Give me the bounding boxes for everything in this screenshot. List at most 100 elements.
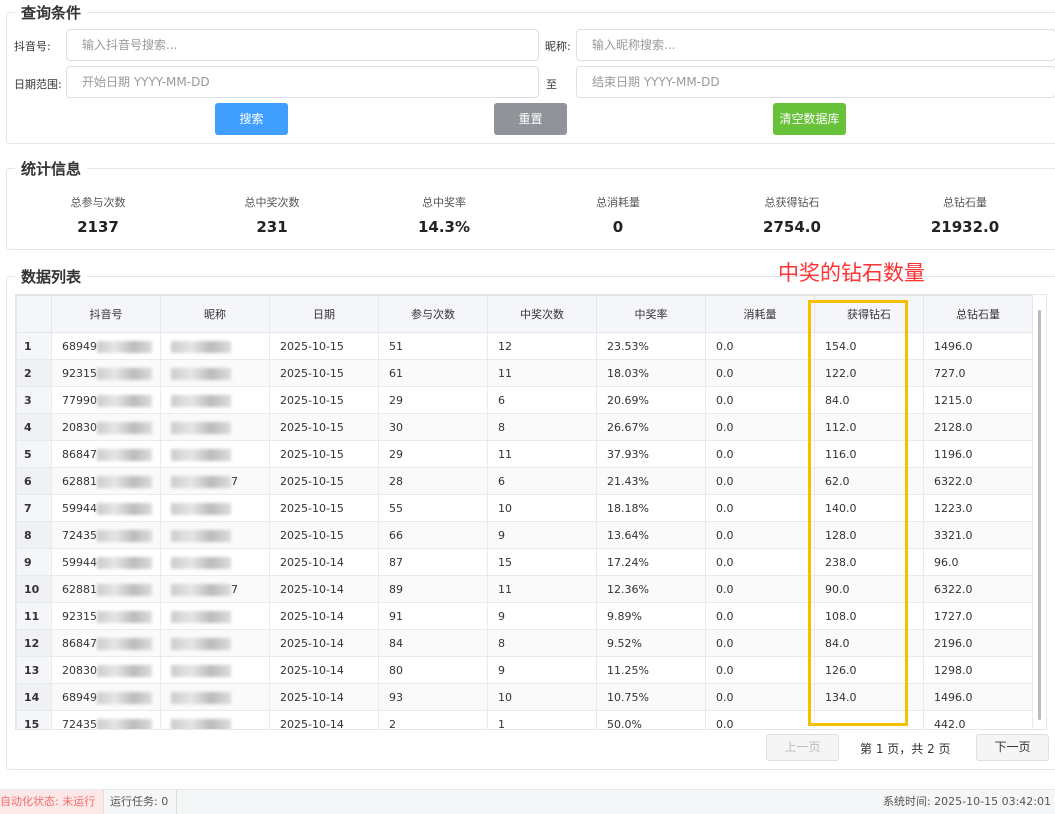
- blurred-id: [97, 637, 152, 650]
- cell-text: 50.0%: [607, 717, 642, 730]
- table-cell: 9: [487, 656, 597, 684]
- table-row[interactable]: 7 59944 2025-10-15 55 10 18.18% 0.0 140.0 1223.0: [16, 494, 1033, 522]
- cell-text: 126.0: [825, 663, 857, 677]
- table-cell: 59944: [51, 548, 161, 576]
- table-cell: 62881: [51, 467, 161, 495]
- cell-text: 3: [24, 393, 32, 407]
- blurred-nickname: [171, 529, 231, 542]
- blurred-id: [97, 556, 152, 569]
- table-cell: [160, 494, 270, 522]
- cell-text: 6: [24, 474, 32, 488]
- cell-text: 9.52%: [607, 636, 642, 650]
- column-header[interactable]: 中奖率: [596, 295, 706, 333]
- cell-text: 28: [389, 474, 403, 488]
- column-header[interactable]: 消耗量: [705, 295, 815, 333]
- stat-value: 14.3%: [417, 218, 471, 236]
- column-header[interactable]: 总钻石量: [923, 295, 1033, 333]
- table-cell: 11: [487, 575, 597, 603]
- cell-text: 0.0: [716, 447, 734, 461]
- cell-text: 11: [498, 366, 512, 380]
- cell-text: 93: [389, 690, 403, 704]
- blurred-nickname: [171, 475, 231, 488]
- search-button[interactable]: 搜索: [215, 103, 288, 135]
- nick-input[interactable]: 输入昵称搜索...: [576, 29, 1055, 61]
- table-cell: 80: [378, 656, 488, 684]
- table-cell: 2025-10-14: [269, 656, 379, 684]
- column-header[interactable]: 昵称: [160, 295, 270, 333]
- cell-text: 2025-10-14: [280, 663, 344, 677]
- table-cell: 8: [487, 629, 597, 657]
- prev-page-button[interactable]: 上一页: [766, 734, 839, 761]
- nick-label: 昵称:: [545, 40, 571, 53]
- table-row[interactable]: 8 72435 2025-10-15 66 9 13.64% 0.0 128.0 3321.0: [16, 521, 1033, 549]
- end-date-input[interactable]: 结束日期 YYYY-MM-DD: [576, 66, 1055, 98]
- table-cell: 12.36%: [596, 575, 706, 603]
- start-date-input[interactable]: 开始日期 YYYY-MM-DD: [66, 66, 539, 98]
- blurred-id: [97, 502, 152, 515]
- cell-text: 1496.0: [934, 339, 973, 353]
- table-cell: 72435: [51, 710, 161, 729]
- index-header: [16, 295, 52, 333]
- cell-text: 26.67%: [607, 420, 649, 434]
- cell-text: 1: [498, 717, 505, 730]
- table-row[interactable]: 2 92315 2025-10-15 61 11 18.03% 0.0 122.0 727.0: [16, 359, 1033, 387]
- table-cell: 1298.0: [923, 656, 1033, 684]
- column-header[interactable]: 抖音号: [51, 295, 161, 333]
- cell-text: 87: [389, 555, 403, 569]
- status-bar: 自动化状态: 未运行 运行任务: 0 系统时间: 2025-10-15 03:4…: [0, 789, 1055, 814]
- table-cell: 15: [487, 548, 597, 576]
- stats-legend: 统计信息: [21, 160, 82, 178]
- cell-text: 37.93%: [607, 447, 649, 461]
- table-cell: 91: [378, 602, 488, 630]
- row-index: 13: [16, 656, 52, 684]
- table-cell: 2196.0: [923, 629, 1033, 657]
- cell-text: 72435: [62, 528, 97, 542]
- clear-db-button[interactable]: 清空数据库: [773, 103, 846, 135]
- table-row[interactable]: 14 68949 2025-10-14 93 10 10.75% 0.0 134.0 1496.…: [16, 683, 1033, 711]
- next-page-button[interactable]: 下一页: [976, 734, 1049, 761]
- row-index: 2: [16, 359, 52, 387]
- cell-text: 66: [389, 528, 403, 542]
- cell-text: 2196.0: [934, 636, 973, 650]
- table-cell: 0.0: [705, 386, 815, 414]
- table-cell: 2025-10-15: [269, 332, 379, 360]
- table-scrollbar[interactable]: [1038, 310, 1041, 720]
- table-cell: 2025-10-14: [269, 683, 379, 711]
- cell-text: 1496.0: [934, 690, 973, 704]
- table-cell: 6322.0: [923, 575, 1033, 603]
- cell-text: 0.0: [716, 717, 734, 730]
- blurred-nickname: [171, 502, 231, 515]
- column-header[interactable]: 中奖次数: [487, 295, 597, 333]
- table-cell: 92315: [51, 602, 161, 630]
- table-row[interactable]: 11 92315 2025-10-14 91 9 9.89% 0.0 108.0 1727.0: [16, 602, 1033, 630]
- stat-label: 总中奖率: [422, 196, 466, 209]
- system-time: 系统时间: 2025-10-15 03:42:01: [882, 795, 1051, 808]
- cell-text: 11: [498, 447, 512, 461]
- cell-text: 727.0: [934, 366, 966, 380]
- table-cell: 86847: [51, 629, 161, 657]
- column-header[interactable]: 日期: [269, 295, 379, 333]
- cell-text: 0.0: [716, 339, 734, 353]
- column-header[interactable]: 参与次数: [378, 295, 488, 333]
- stat-item: 总获得钻石 2754.0: [707, 194, 877, 236]
- reset-button[interactable]: 重置: [494, 103, 567, 135]
- cell-text: 62881: [62, 582, 97, 596]
- cell-text: 92315: [62, 609, 97, 623]
- table-cell: 59944: [51, 494, 161, 522]
- cell-text: 8: [24, 528, 32, 542]
- table-cell: [160, 332, 270, 360]
- cell-text: 20830: [62, 663, 97, 677]
- cell-text: 11.25%: [607, 663, 649, 677]
- cell-text: 2025-10-14: [280, 582, 344, 596]
- stat-item: 总钻石量 21932.0: [880, 194, 1050, 236]
- cell-text: 2025-10-15: [280, 366, 344, 380]
- table-row[interactable]: 12 86847 2025-10-14 84 8 9.52% 0.0 84.0 2196.0: [16, 629, 1033, 657]
- cell-text: 6: [498, 474, 505, 488]
- table-cell: 2025-10-14: [269, 575, 379, 603]
- blurred-id: [97, 421, 152, 434]
- stat-label: 总参与次数: [70, 196, 126, 209]
- table-row[interactable]: 9 59944 2025-10-14 87 15 17.24% 0.0 238.0 96.0: [16, 548, 1033, 576]
- cell-text: 134.0: [825, 690, 857, 704]
- cell-text: 14: [24, 690, 40, 704]
- douyin-input[interactable]: 输入抖音号搜索...: [66, 29, 539, 61]
